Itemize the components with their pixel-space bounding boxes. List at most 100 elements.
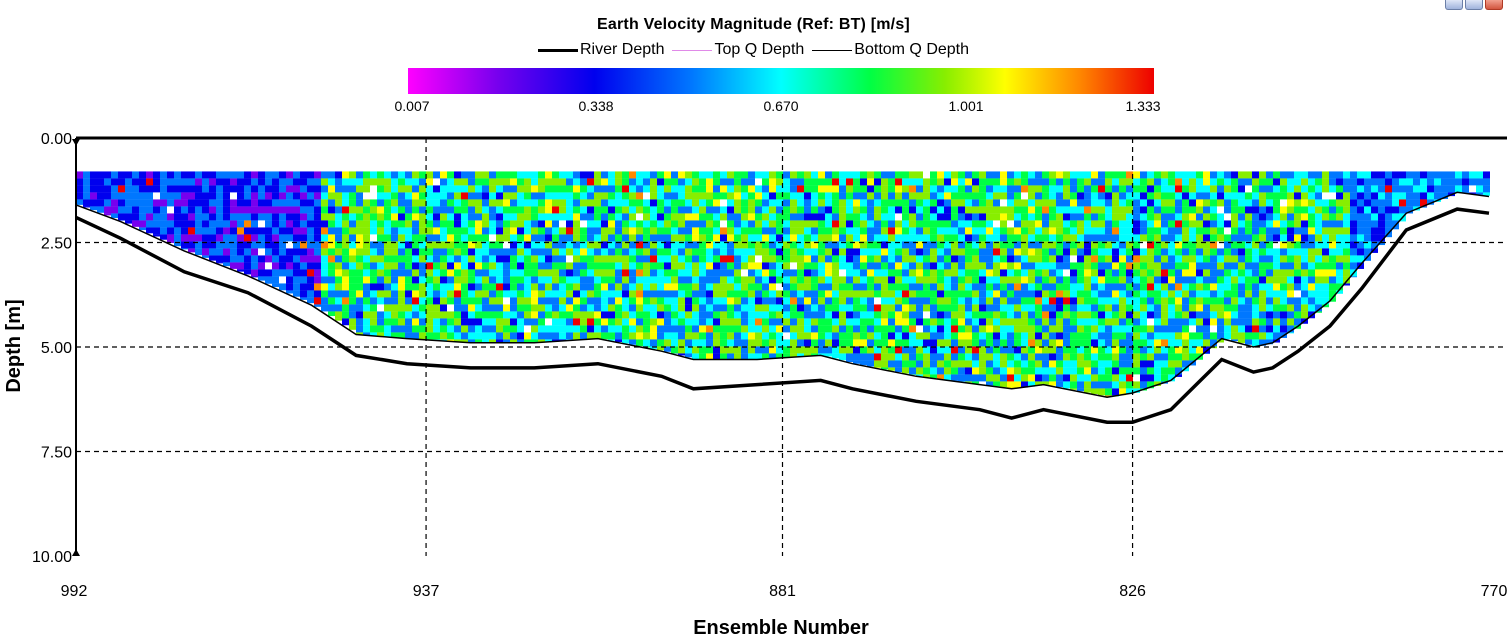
heatmap-cell [1147, 360, 1154, 368]
heatmap-cell [776, 227, 783, 235]
heatmap-cell [741, 192, 748, 200]
heatmap-cell [1168, 374, 1175, 382]
heatmap-cell [524, 227, 531, 235]
heatmap-cell [1273, 248, 1280, 256]
heatmap-cell [622, 220, 629, 228]
heatmap-cell [230, 199, 237, 207]
heatmap-cell [874, 276, 881, 284]
heatmap-cell [1161, 290, 1168, 298]
heatmap-cell [1119, 213, 1126, 221]
heatmap-cell [685, 234, 692, 242]
heatmap-cell [790, 276, 797, 284]
heatmap-cell [1098, 381, 1105, 389]
heatmap-cell [587, 318, 594, 326]
heatmap-cell [825, 206, 832, 214]
heatmap-cell [783, 192, 790, 200]
heatmap-cell [909, 269, 916, 277]
heatmap-cell [1273, 332, 1280, 340]
heatmap-cell [1147, 283, 1154, 291]
heatmap-cell [1224, 262, 1231, 270]
heatmap-cell [986, 297, 993, 305]
minimize-icon[interactable] [1445, 0, 1463, 10]
heatmap-cell [1119, 374, 1126, 382]
heatmap-cell [1168, 269, 1175, 277]
heatmap-cell [321, 213, 328, 221]
heatmap-cell [1203, 185, 1210, 193]
heatmap-cell [1287, 199, 1294, 207]
heatmap-cell [1042, 325, 1049, 333]
heatmap-cell [860, 171, 867, 179]
heatmap-cell [335, 283, 342, 291]
heatmap-cell [867, 311, 874, 319]
heatmap-cell [587, 227, 594, 235]
heatmap-cell [132, 220, 139, 227]
heatmap-cell [671, 234, 678, 242]
heatmap-cell [1343, 199, 1350, 207]
heatmap-cell [566, 178, 573, 186]
heatmap-cell [1280, 206, 1287, 214]
heatmap-cell [804, 192, 811, 200]
heatmap-cell [489, 339, 496, 343]
heatmap-cell [328, 192, 335, 200]
heatmap-cell [1301, 297, 1308, 305]
heatmap-cell [433, 199, 440, 207]
heatmap-cell [370, 262, 377, 270]
heatmap-cell [895, 255, 902, 263]
heatmap-cell [1217, 297, 1224, 305]
heatmap-cell [832, 304, 839, 312]
heatmap-cell [1301, 276, 1308, 284]
heatmap-cell [755, 248, 762, 256]
heatmap-cell [258, 234, 265, 242]
heatmap-cell [671, 178, 678, 186]
heatmap-cell [1238, 332, 1245, 340]
heatmap-cell [426, 192, 433, 200]
heatmap-cell [1133, 248, 1140, 256]
heatmap-cell [755, 269, 762, 277]
heatmap-cell [377, 206, 384, 214]
heatmap-cell [762, 276, 769, 284]
maximize-icon[interactable] [1465, 0, 1483, 10]
heatmap-cell [139, 171, 146, 179]
heatmap-cell [972, 269, 979, 277]
heatmap-cell [1070, 255, 1077, 263]
heatmap-cell [839, 304, 846, 312]
heatmap-cell [636, 213, 643, 221]
heatmap-cell [272, 241, 279, 249]
heatmap-cell [1105, 360, 1112, 368]
heatmap-cell [1147, 206, 1154, 214]
heatmap-cell [580, 262, 587, 270]
heatmap-cell [1266, 185, 1273, 193]
heatmap-cell [1182, 283, 1189, 291]
heatmap-cell [510, 248, 517, 256]
heatmap-cell [517, 213, 524, 221]
heatmap-cell [412, 332, 419, 339]
heatmap-cell [1203, 234, 1210, 242]
heatmap-cell [1140, 311, 1147, 319]
heatmap-cell [902, 269, 909, 277]
heatmap-cell [195, 171, 202, 179]
heatmap-cell [279, 178, 286, 186]
heatmap-cell [615, 185, 622, 193]
grid-lines [76, 138, 1507, 556]
heatmap-cell [818, 290, 825, 298]
heatmap-cell [1308, 248, 1315, 256]
heatmap-cell [272, 206, 279, 214]
close-icon[interactable] [1485, 0, 1503, 10]
heatmap-cell [909, 248, 916, 256]
heatmap-cell [727, 318, 734, 326]
heatmap-cell [531, 311, 538, 319]
heatmap-cell [1049, 325, 1056, 333]
heatmap-cell [251, 213, 258, 221]
heatmap-cell [237, 234, 244, 242]
heatmap-cell [1056, 346, 1063, 354]
heatmap-cell [755, 234, 762, 242]
heatmap-cell [391, 332, 398, 338]
heatmap-cell [188, 220, 195, 228]
heatmap-cell [1161, 304, 1168, 312]
heatmap-cell [1189, 297, 1196, 305]
heatmap-cell [1098, 339, 1105, 347]
heatmap-cell [111, 206, 118, 214]
heatmap-cell [293, 199, 300, 207]
heatmap-cell [1098, 192, 1105, 200]
heatmap-cell [370, 283, 377, 291]
